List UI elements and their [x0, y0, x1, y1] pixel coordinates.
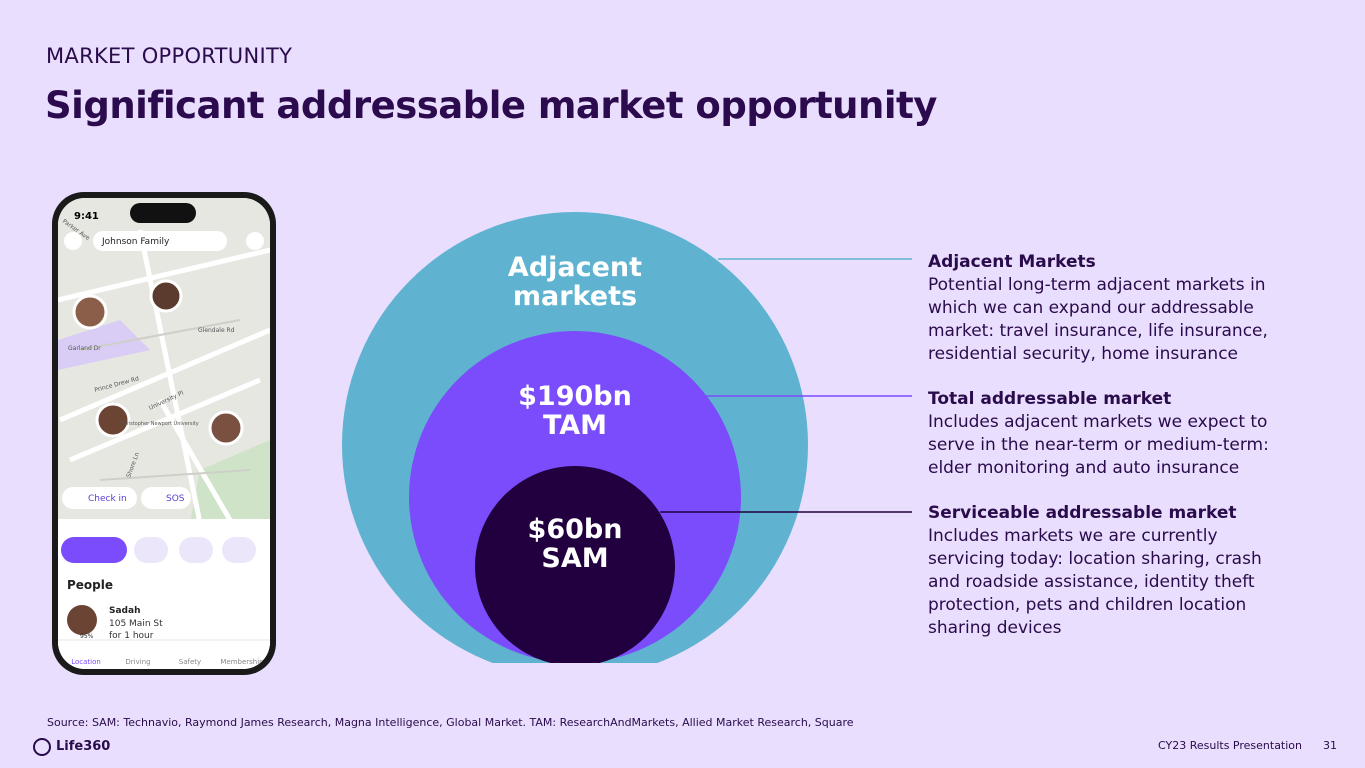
desc-heading: Adjacent Markets — [928, 252, 1096, 272]
battery: 95% — [80, 633, 94, 640]
desc-heading: Total addressable market — [928, 389, 1172, 409]
description: Total addressable market Includes adjacen… — [928, 388, 1288, 480]
sam-label: SAM — [541, 543, 609, 574]
street: Garland Dr — [68, 345, 101, 352]
page-number: 31 — [1323, 739, 1337, 752]
source-note: Source: SAM: Technavio, Raymond James Re… — [47, 716, 854, 729]
logo-mark — [33, 738, 51, 756]
title: Significant addressable market opportuni… — [45, 84, 937, 127]
desc-body: Includes markets we are currently servic… — [928, 526, 1262, 638]
street: Glendale Rd — [198, 327, 235, 334]
nav-item[interactable]: Safety — [179, 658, 201, 666]
description: Adjacent Markets Potential long-term adja… — [928, 251, 1288, 366]
checkin-button[interactable]: Check in — [88, 494, 127, 504]
desc-heading: Serviceable addressable market — [928, 503, 1237, 523]
presentation-name: CY23 Results Presentation — [1158, 739, 1302, 752]
desc-body: Potential long-term adjacent markets in … — [928, 275, 1268, 364]
place: Christopher Newport University — [120, 421, 199, 427]
description: Serviceable addressable market Includes m… — [928, 502, 1288, 640]
sam-value: $60bn — [527, 514, 623, 545]
section-title: People — [67, 578, 113, 592]
person-duration: for 1 hour — [109, 631, 154, 641]
person-address: 105 Main St — [109, 619, 163, 629]
person-name: Sadah — [109, 606, 140, 616]
tam-label: TAM — [542, 410, 608, 441]
nav-item[interactable]: Membership — [220, 658, 264, 666]
nav-item[interactable]: Location — [71, 658, 101, 666]
adjacent-label: Adjacent markets — [507, 252, 643, 312]
status-time: 9:41 — [74, 211, 99, 222]
desc-body: Includes adjacent markets we expect to s… — [928, 412, 1269, 478]
phone: 9:41 Johnson Family Parker Ave Garland D… — [52, 192, 276, 675]
nav-item[interactable]: Driving — [125, 658, 150, 666]
sam-circle — [475, 466, 675, 663]
sos-button[interactable]: SOS — [166, 494, 185, 504]
eyebrow: MARKET OPPORTUNITY — [46, 44, 293, 68]
logo: Life360 — [56, 739, 111, 754]
circle-name: Johnson Family — [101, 237, 170, 247]
tam-value: $190bn — [518, 381, 632, 412]
